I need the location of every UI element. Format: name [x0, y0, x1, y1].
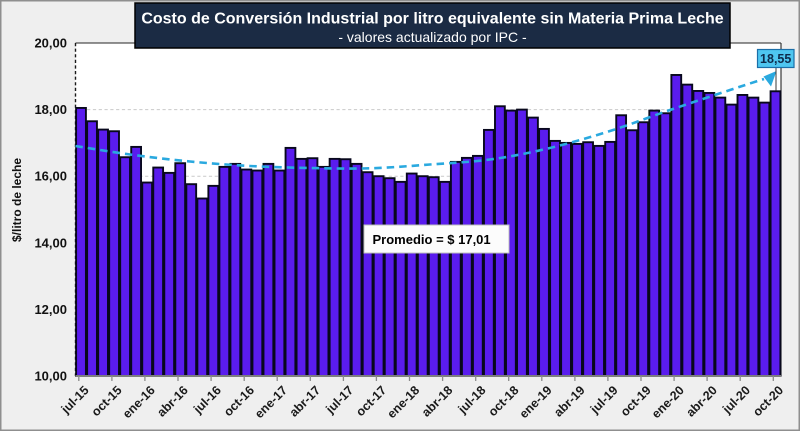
svg-text:Costo de Conversión Industrial: Costo de Conversión Industrial por litro… [141, 11, 723, 28]
svg-text:$/litro de leche: $/litro de leche [10, 158, 24, 242]
svg-text:18,55: 18,55 [760, 52, 791, 66]
svg-text:10,00: 10,00 [34, 369, 67, 384]
svg-text:20,00: 20,00 [34, 36, 67, 51]
svg-text:16,00: 16,00 [34, 169, 67, 184]
svg-text:12,00: 12,00 [34, 302, 67, 317]
svg-text:Promedio = $ 17,01: Promedio = $ 17,01 [373, 232, 491, 247]
svg-text:14,00: 14,00 [34, 235, 67, 250]
svg-text:- valores actualizado por IPC: - valores actualizado por IPC - [338, 29, 527, 45]
svg-text:18,00: 18,00 [34, 102, 67, 117]
